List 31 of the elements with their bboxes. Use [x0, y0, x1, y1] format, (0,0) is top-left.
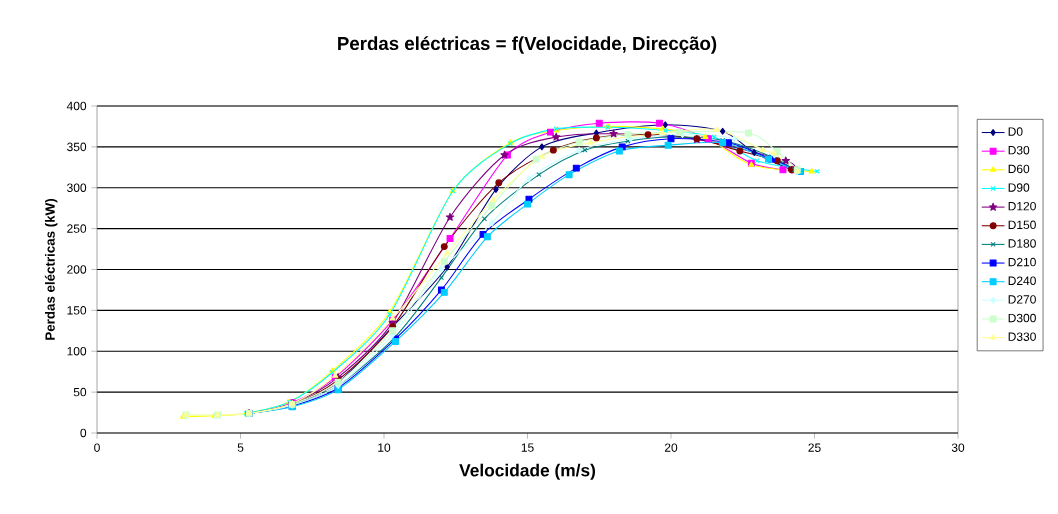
- legend-label: D180: [1008, 239, 1036, 248]
- x-axis-title: Velocidade (m/s): [459, 463, 596, 480]
- legend-label: D60: [1008, 164, 1030, 174]
- x-tick-label: 15: [521, 443, 534, 452]
- legend-label: D150: [1008, 220, 1036, 230]
- legend-label: D90: [1008, 183, 1030, 192]
- legend-label: D120: [1008, 201, 1036, 211]
- legend-label: D330: [1008, 332, 1036, 341]
- legend-label: D210: [1008, 257, 1036, 267]
- y-axis-title: Perdas eléctricas (kW): [44, 199, 58, 340]
- x-tick-label: 0: [94, 443, 100, 452]
- x-tick-label: 5: [237, 443, 244, 452]
- chart-title: Perdas eléctricas = f(Velocidade, Direcção): [338, 36, 717, 54]
- y-tick-label: 200: [67, 265, 87, 274]
- y-tick-label: 100: [67, 346, 87, 356]
- y-tick-label: 0: [80, 428, 87, 438]
- y-tick-label: 250: [67, 224, 87, 233]
- legend-label: D300: [1008, 313, 1036, 323]
- x-tick-label: 30: [951, 443, 965, 452]
- x-tick-label: 10: [378, 443, 391, 452]
- legend-label: D0: [1008, 127, 1023, 136]
- y-tick-label: 50: [73, 387, 87, 397]
- legend-label: D270: [1008, 295, 1036, 304]
- x-tick-label: 25: [808, 443, 821, 452]
- x-tick-label: 20: [664, 443, 678, 452]
- legend-label: D240: [1008, 276, 1036, 286]
- y-tick-label: 400: [66, 101, 87, 111]
- y-tick-label: 350: [67, 142, 87, 152]
- legend-label: D30: [1008, 145, 1030, 155]
- y-tick-label: 150: [67, 306, 87, 315]
- y-tick-label: 300: [67, 183, 87, 192]
